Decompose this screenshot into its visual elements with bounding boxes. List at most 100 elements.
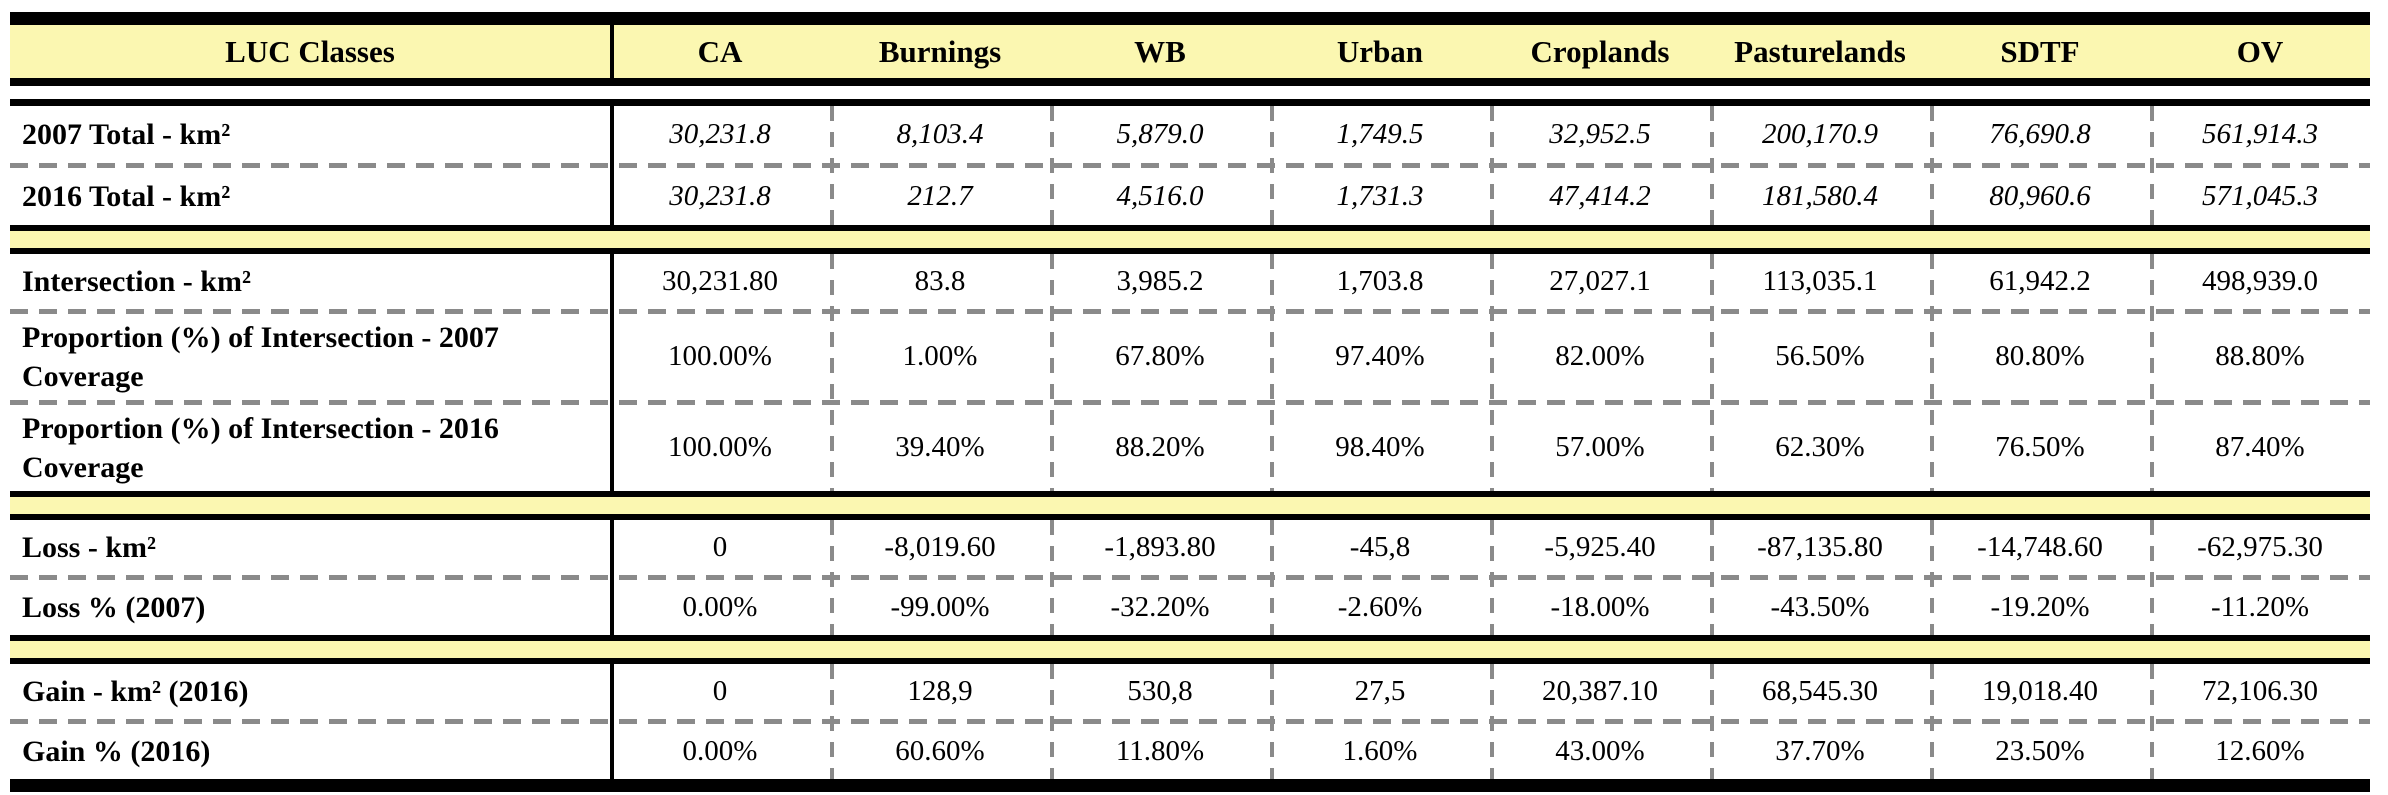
row-dashed-separator — [10, 719, 2370, 724]
column-dashed-divider — [1930, 254, 1934, 491]
column-dashed-divider — [1490, 520, 1494, 635]
cell-wb: -1,893.80 — [1104, 530, 1216, 563]
cell-ov: 561,914.3 — [2202, 117, 2318, 150]
cell-urban: -2.60% — [1337, 590, 1423, 623]
column-dashed-divider — [830, 664, 834, 779]
row-dashed-separator — [10, 163, 2370, 168]
column-dashed-divider — [1710, 664, 1714, 779]
luc-table: LUC Classes CA Burnings WB Urban Croplan… — [10, 12, 2370, 792]
cell-wb: 88.20% — [1115, 431, 1205, 464]
row-label: Proportion (%) of Intersection - 2007 Co… — [22, 321, 499, 393]
column-dashed-divider — [2150, 520, 2154, 635]
cell-urban: 1,749.5 — [1336, 117, 1424, 150]
cell-ov: 12.60% — [2215, 734, 2305, 767]
section-separator-band — [10, 497, 2370, 514]
cell-sdtf: 76,690.8 — [1989, 117, 2091, 150]
table-row-gain-km2: Gain - km² (2016) 0 128,9 530,8 27,5 20,… — [10, 664, 2370, 719]
cell-croplands: -18.00% — [1550, 590, 1650, 623]
cell-ov: -11.20% — [2211, 590, 2309, 623]
cell-pasturelands: 181,580.4 — [1762, 179, 1878, 212]
cell-ov: 72,106.30 — [2202, 674, 2318, 707]
table-row-intersection: Intersection - km² 30,231.80 83.8 3,985.… — [10, 254, 2370, 309]
column-dashed-divider — [1050, 664, 1054, 779]
section-intersection: Intersection - km² 30,231.80 83.8 3,985.… — [10, 254, 2370, 491]
band-edge-rule — [10, 514, 2370, 520]
cell-burnings: 83.8 — [914, 264, 966, 297]
header-column-divider — [610, 25, 614, 78]
cell-urban: 98.40% — [1335, 431, 1425, 464]
table-row-2016-total: 2016 Total - km² 30,231.8 212.7 4,516.0 … — [10, 168, 2370, 225]
cell-urban: 27,5 — [1354, 674, 1406, 707]
row-label: Loss - km² — [22, 531, 157, 564]
cell-ca: 30,231.8 — [669, 179, 771, 212]
section-separator-band — [10, 231, 2370, 248]
row-label: Gain % (2016) — [22, 735, 211, 768]
column-divider — [610, 520, 614, 635]
section-top-rule — [10, 99, 2370, 106]
cell-burnings: 1.00% — [902, 340, 978, 373]
column-dashed-divider — [1930, 664, 1934, 779]
cell-sdtf: 76.50% — [1995, 431, 2085, 464]
cell-urban: 97.40% — [1335, 340, 1425, 373]
cell-wb: 11.80% — [1115, 734, 1205, 767]
column-dashed-divider — [830, 254, 834, 491]
cell-ov: 498,939.0 — [2202, 264, 2318, 297]
cell-ca: 0 — [712, 674, 728, 707]
cell-ov: 87.40% — [2215, 431, 2305, 464]
cell-pasturelands: 56.50% — [1775, 340, 1865, 373]
cell-burnings: 60.60% — [895, 734, 985, 767]
cell-burnings: -99.00% — [890, 590, 990, 623]
table-header-row: LUC Classes CA Burnings WB Urban Croplan… — [10, 25, 2370, 78]
cell-wb: 5,879.0 — [1116, 117, 1204, 150]
cell-wb: -32.20% — [1110, 590, 1210, 623]
band-edge-rule — [10, 658, 2370, 664]
cell-pasturelands: 62.30% — [1775, 431, 1865, 464]
cell-wb: 530,8 — [1127, 674, 1193, 707]
cell-ca: 0 — [712, 530, 728, 563]
column-dashed-divider — [1050, 520, 1054, 635]
cell-croplands: -5,925.40 — [1544, 530, 1656, 563]
column-dashed-divider — [1270, 664, 1274, 779]
header-gap — [10, 86, 2370, 99]
cell-wb: 4,516.0 — [1116, 179, 1204, 212]
section-gain: Gain - km² (2016) 0 128,9 530,8 27,5 20,… — [10, 664, 2370, 779]
header-col-croplands: Croplands — [1530, 33, 1670, 69]
section-separator-band — [10, 641, 2370, 658]
cell-croplands: 43.00% — [1555, 734, 1645, 767]
table-row-proportion-2007: Proportion (%) of Intersection - 2007 Co… — [10, 314, 2370, 400]
header-col-burnings: Burnings — [878, 33, 1002, 69]
cell-ca: 0.00% — [682, 734, 758, 767]
header-luc-classes: LUC Classes — [225, 33, 395, 69]
cell-sdtf: -19.20% — [1990, 590, 2090, 623]
bottom-rule — [10, 779, 2370, 792]
cell-croplands: 32,952.5 — [1549, 117, 1651, 150]
column-divider — [610, 106, 614, 225]
section-loss: Loss - km² 0 -8,019.60 -1,893.80 -45,8 -… — [10, 520, 2370, 635]
cell-burnings: 212.7 — [907, 179, 973, 212]
column-dashed-divider — [2150, 664, 2154, 779]
cell-pasturelands: 37.70% — [1775, 734, 1865, 767]
column-dashed-divider — [1930, 106, 1934, 225]
cell-burnings: 39.40% — [895, 431, 985, 464]
cell-sdtf: 80,960.6 — [1989, 179, 2091, 212]
column-dashed-divider — [2150, 106, 2154, 225]
column-dashed-divider — [1270, 106, 1274, 225]
column-dashed-divider — [1050, 106, 1054, 225]
column-dashed-divider — [830, 106, 834, 225]
cell-pasturelands: -43.50% — [1770, 590, 1870, 623]
cell-urban: 1,703.8 — [1336, 264, 1424, 297]
cell-croplands: 82.00% — [1555, 340, 1645, 373]
cell-ov: 571,045.3 — [2202, 179, 2318, 212]
table-row-proportion-2016: Proportion (%) of Intersection - 2016 Co… — [10, 405, 2370, 491]
row-dashed-separator — [10, 309, 2370, 314]
column-dashed-divider — [830, 520, 834, 635]
header-bottom-rule — [10, 78, 2370, 86]
section-totals: 2007 Total - km² 30,231.8 8,103.4 5,879.… — [10, 106, 2370, 225]
cell-croplands: 57.00% — [1555, 431, 1645, 464]
header-col-ca: CA — [697, 33, 743, 69]
cell-burnings: -8,019.60 — [884, 530, 996, 563]
cell-ov: -62,975.30 — [2197, 530, 2323, 563]
column-dashed-divider — [1270, 520, 1274, 635]
header-col-urban: Urban — [1336, 33, 1424, 69]
cell-sdtf: -14,748.60 — [1977, 530, 2103, 563]
